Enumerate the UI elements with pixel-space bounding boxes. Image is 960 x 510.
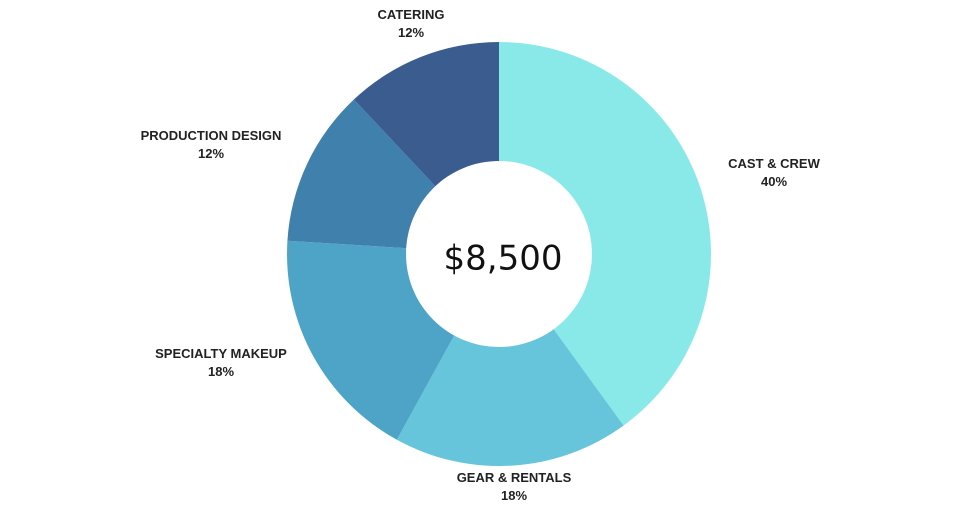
labels-group: CAST & CREW 40% GEAR & RENTALS 18% SPECIALTY… <box>141 7 821 503</box>
slice-name-label: PRODUCTION DESIGN <box>141 128 282 143</box>
slice-percent-label: 12% <box>198 146 224 161</box>
slice-percent-label: 12% <box>398 25 424 40</box>
donut-hole <box>406 161 592 347</box>
slice-percent-label: 18% <box>208 364 234 379</box>
slice-name-label: CATERING <box>378 7 445 22</box>
slice-percent-label: 40% <box>761 174 787 189</box>
slice-gear-rentals <box>396 254 624 467</box>
slice-name-label: GEAR & RENTALS <box>457 470 572 485</box>
slice-percent-label: 18% <box>501 488 527 503</box>
slice-cast-crew <box>499 42 711 426</box>
slice-name-label: SPECIALTY MAKEUP <box>155 346 287 361</box>
slice-name-label: CAST & CREW <box>728 156 820 171</box>
center-total-label: $8,500 <box>444 239 563 279</box>
